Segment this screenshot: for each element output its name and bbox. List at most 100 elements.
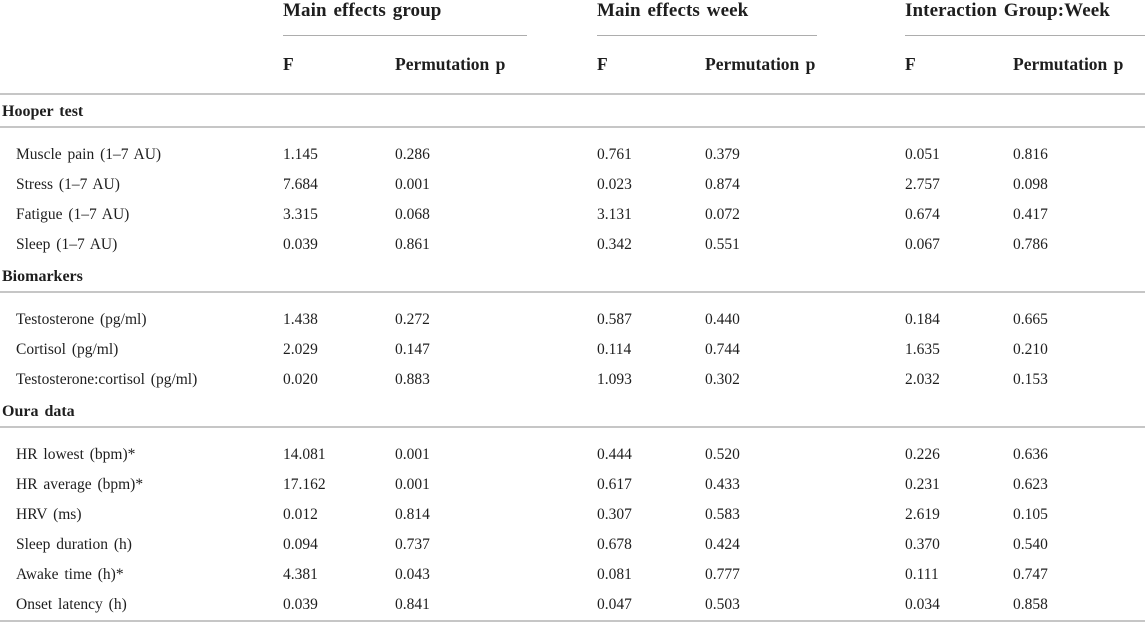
cell-permutation-p-value: 0.001 bbox=[395, 476, 430, 493]
cell-f-value: 0.081 bbox=[597, 566, 632, 583]
cell-f-value: 0.039 bbox=[283, 596, 318, 613]
row-label: Cortisol (pg/ml) bbox=[16, 341, 119, 358]
cell-permutation-p-value: 0.874 bbox=[705, 176, 740, 193]
row-label-column-spacer bbox=[0, 0, 283, 36]
cell-f-value: 0.114 bbox=[597, 341, 632, 358]
cell-f-value: 0.617 bbox=[597, 476, 632, 493]
table-row: Stress (1–7 AU) 7.684 0.001 0.023 0.874 2.757… bbox=[0, 170, 1145, 200]
cell-permutation-p-value: 0.503 bbox=[705, 596, 740, 613]
cell-f-value: 0.039 bbox=[283, 236, 318, 253]
table-row: Sleep (1–7 AU) 0.039 0.861 0.342 0.551 0.067 0… bbox=[0, 230, 1145, 260]
subheader-permutation-p-week: Permutation p bbox=[705, 54, 816, 74]
section-rows: Muscle pain (1–7 AU) 1.145 0.286 0.761 0.379… bbox=[0, 128, 1145, 260]
cell-f-value: 0.051 bbox=[905, 146, 940, 163]
cell-permutation-p-value: 0.636 bbox=[1013, 446, 1048, 463]
row-label: HRV (ms) bbox=[16, 506, 82, 523]
table-row: Testosterone (pg/ml) 1.438 0.272 0.587 0.440… bbox=[0, 305, 1145, 335]
cell-permutation-p-value: 0.814 bbox=[395, 506, 430, 523]
cell-f-value: 0.067 bbox=[905, 236, 940, 253]
table-row: HR average (bpm)* 17.162 0.001 0.617 0.433 0.… bbox=[0, 470, 1145, 500]
section-header: Biomarkers bbox=[0, 260, 1145, 293]
cell-permutation-p-value: 0.001 bbox=[395, 176, 430, 193]
cell-permutation-p-value: 0.302 bbox=[705, 371, 740, 388]
cell-f-value: 14.081 bbox=[283, 446, 326, 463]
cell-f-value: 0.094 bbox=[283, 536, 318, 553]
cell-permutation-p-value: 0.379 bbox=[705, 146, 740, 163]
cell-f-value: 0.678 bbox=[597, 536, 632, 553]
cell-f-value: 0.111 bbox=[905, 566, 939, 583]
cell-permutation-p-value: 0.286 bbox=[395, 146, 430, 163]
cell-f-value: 2.032 bbox=[905, 371, 940, 388]
table-row: Sleep duration (h) 0.094 0.737 0.678 0.424 0.… bbox=[0, 530, 1145, 560]
table-section: Biomarkers Testosterone (pg/ml) 1.438 0.272… bbox=[0, 260, 1145, 395]
cell-f-value: 2.619 bbox=[905, 506, 940, 523]
cell-permutation-p-value: 0.424 bbox=[705, 536, 740, 553]
cell-permutation-p-value: 0.841 bbox=[395, 596, 430, 613]
cell-f-value: 0.307 bbox=[597, 506, 632, 523]
cell-permutation-p-value: 0.098 bbox=[1013, 176, 1048, 193]
cell-f-value: 0.761 bbox=[597, 146, 632, 163]
cell-permutation-p-value: 0.744 bbox=[705, 341, 740, 358]
cell-permutation-p-value: 0.747 bbox=[1013, 566, 1048, 583]
cell-f-value: 0.034 bbox=[905, 596, 940, 613]
table-row: Muscle pain (1–7 AU) 1.145 0.286 0.761 0.379… bbox=[0, 140, 1145, 170]
cell-permutation-p-value: 0.068 bbox=[395, 206, 430, 223]
cell-permutation-p-value: 0.583 bbox=[705, 506, 740, 523]
table-row: Awake time (h)* 4.381 0.043 0.081 0.777 0.111… bbox=[0, 560, 1145, 590]
cell-permutation-p-value: 0.786 bbox=[1013, 236, 1048, 253]
table-section: Hooper test Muscle pain (1–7 AU) 1.145 0.28… bbox=[0, 95, 1145, 260]
cell-permutation-p-value: 0.072 bbox=[705, 206, 740, 223]
cell-f-value: 3.131 bbox=[597, 206, 632, 223]
row-label: Awake time (h)* bbox=[16, 566, 124, 583]
cell-permutation-p-value: 0.816 bbox=[1013, 146, 1048, 163]
cell-permutation-p-value: 0.433 bbox=[705, 476, 740, 493]
cell-permutation-p-value: 0.417 bbox=[1013, 206, 1048, 223]
cell-permutation-p-value: 0.210 bbox=[1013, 341, 1048, 358]
subheader-f-week: F bbox=[597, 54, 608, 74]
section-header: Oura data bbox=[0, 395, 1145, 428]
table-row: Onset latency (h) 0.039 0.841 0.047 0.503 0.0… bbox=[0, 590, 1145, 620]
row-label: Onset latency (h) bbox=[16, 596, 127, 613]
cell-f-value: 0.342 bbox=[597, 236, 632, 253]
table-section: Oura data HR lowest (bpm)* 14.081 0.001 0.44… bbox=[0, 395, 1145, 620]
row-label: Testosterone (pg/ml) bbox=[16, 311, 147, 328]
table-row: HR lowest (bpm)* 14.081 0.001 0.444 0.520 0.2… bbox=[0, 440, 1145, 470]
row-label: HR average (bpm)* bbox=[16, 476, 144, 493]
cell-permutation-p-value: 0.883 bbox=[395, 371, 430, 388]
cell-permutation-p-value: 0.858 bbox=[1013, 596, 1048, 613]
column-group-header-row: Main effects group Main effects week Int… bbox=[0, 0, 1145, 36]
group-header-label: Main effects week bbox=[597, 0, 749, 21]
cell-f-value: 0.674 bbox=[905, 206, 940, 223]
table-body: Hooper test Muscle pain (1–7 AU) 1.145 0.28… bbox=[0, 95, 1145, 620]
cell-f-value: 2.757 bbox=[905, 176, 940, 193]
cell-f-value: 0.023 bbox=[597, 176, 632, 193]
cell-permutation-p-value: 0.551 bbox=[705, 236, 740, 253]
cell-permutation-p-value: 0.737 bbox=[395, 536, 430, 553]
cell-f-value: 17.162 bbox=[283, 476, 326, 493]
group-underline bbox=[597, 35, 817, 36]
cell-permutation-p-value: 0.001 bbox=[395, 446, 430, 463]
cell-permutation-p-value: 0.272 bbox=[395, 311, 430, 328]
cell-permutation-p-value: 0.777 bbox=[705, 566, 740, 583]
section-rows: Testosterone (pg/ml) 1.438 0.272 0.587 0.440… bbox=[0, 293, 1145, 395]
cell-f-value: 2.029 bbox=[283, 341, 318, 358]
section-rows: HR lowest (bpm)* 14.081 0.001 0.444 0.520 0.2… bbox=[0, 428, 1145, 620]
group-underline bbox=[283, 35, 527, 36]
cell-f-value: 7.684 bbox=[283, 176, 318, 193]
group-header-label: Interaction Group:Week bbox=[905, 0, 1110, 21]
table-row: HRV (ms) 0.012 0.814 0.307 0.583 2.619 0.105 bbox=[0, 500, 1145, 530]
bottom-rule bbox=[0, 620, 1145, 622]
row-label: Stress (1–7 AU) bbox=[16, 176, 120, 193]
subheader-f-interaction: F bbox=[905, 54, 916, 74]
group-header-label: Main effects group bbox=[283, 0, 442, 21]
cell-permutation-p-value: 0.043 bbox=[395, 566, 430, 583]
cell-f-value: 4.381 bbox=[283, 566, 318, 583]
cell-f-value: 1.635 bbox=[905, 341, 940, 358]
cell-f-value: 1.093 bbox=[597, 371, 632, 388]
cell-f-value: 0.020 bbox=[283, 371, 318, 388]
cell-permutation-p-value: 0.153 bbox=[1013, 371, 1048, 388]
cell-permutation-p-value: 0.665 bbox=[1013, 311, 1048, 328]
subheader-permutation-p-group: Permutation p bbox=[395, 54, 506, 74]
cell-permutation-p-value: 0.623 bbox=[1013, 476, 1048, 493]
row-label-column-spacer bbox=[0, 36, 283, 93]
